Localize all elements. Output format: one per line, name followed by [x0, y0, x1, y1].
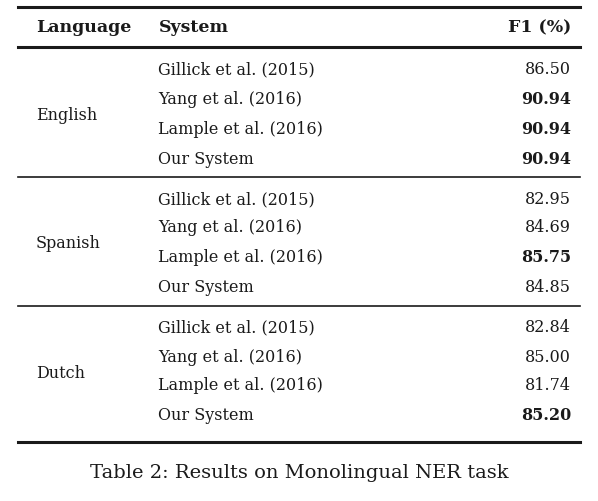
Text: Language: Language	[36, 20, 131, 37]
Text: Our System: Our System	[158, 151, 254, 168]
Text: Our System: Our System	[158, 278, 254, 295]
Text: Yang et al. (2016): Yang et al. (2016)	[158, 219, 303, 236]
Text: 84.69: 84.69	[525, 219, 571, 236]
Text: System: System	[158, 20, 228, 37]
Text: Gillick et al. (2015): Gillick et al. (2015)	[158, 319, 315, 336]
Text: Lample et al. (2016): Lample et al. (2016)	[158, 377, 324, 394]
Text: 84.85: 84.85	[525, 278, 571, 295]
Text: 90.94: 90.94	[521, 91, 571, 108]
Text: English: English	[36, 106, 97, 123]
Text: Lample et al. (2016): Lample et al. (2016)	[158, 121, 324, 138]
Text: 85.00: 85.00	[525, 348, 571, 365]
Text: F1 (%): F1 (%)	[508, 20, 571, 37]
Text: Gillick et al. (2015): Gillick et al. (2015)	[158, 62, 315, 78]
Text: Yang et al. (2016): Yang et al. (2016)	[158, 91, 303, 108]
Text: Yang et al. (2016): Yang et al. (2016)	[158, 348, 303, 365]
Text: Gillick et al. (2015): Gillick et al. (2015)	[158, 191, 315, 208]
Text: 81.74: 81.74	[525, 377, 571, 394]
Text: 90.94: 90.94	[521, 121, 571, 138]
Text: 90.94: 90.94	[521, 151, 571, 168]
Text: Lample et al. (2016): Lample et al. (2016)	[158, 249, 324, 266]
Text: Table 2: Results on Monolingual NER task: Table 2: Results on Monolingual NER task	[90, 463, 508, 481]
Text: 86.50: 86.50	[525, 62, 571, 78]
Text: Our System: Our System	[158, 406, 254, 423]
Text: Spanish: Spanish	[36, 235, 100, 252]
Text: Dutch: Dutch	[36, 364, 85, 381]
Text: 85.20: 85.20	[521, 406, 571, 423]
Text: 82.95: 82.95	[525, 191, 571, 208]
Text: 85.75: 85.75	[521, 249, 571, 266]
Text: 82.84: 82.84	[525, 319, 571, 336]
